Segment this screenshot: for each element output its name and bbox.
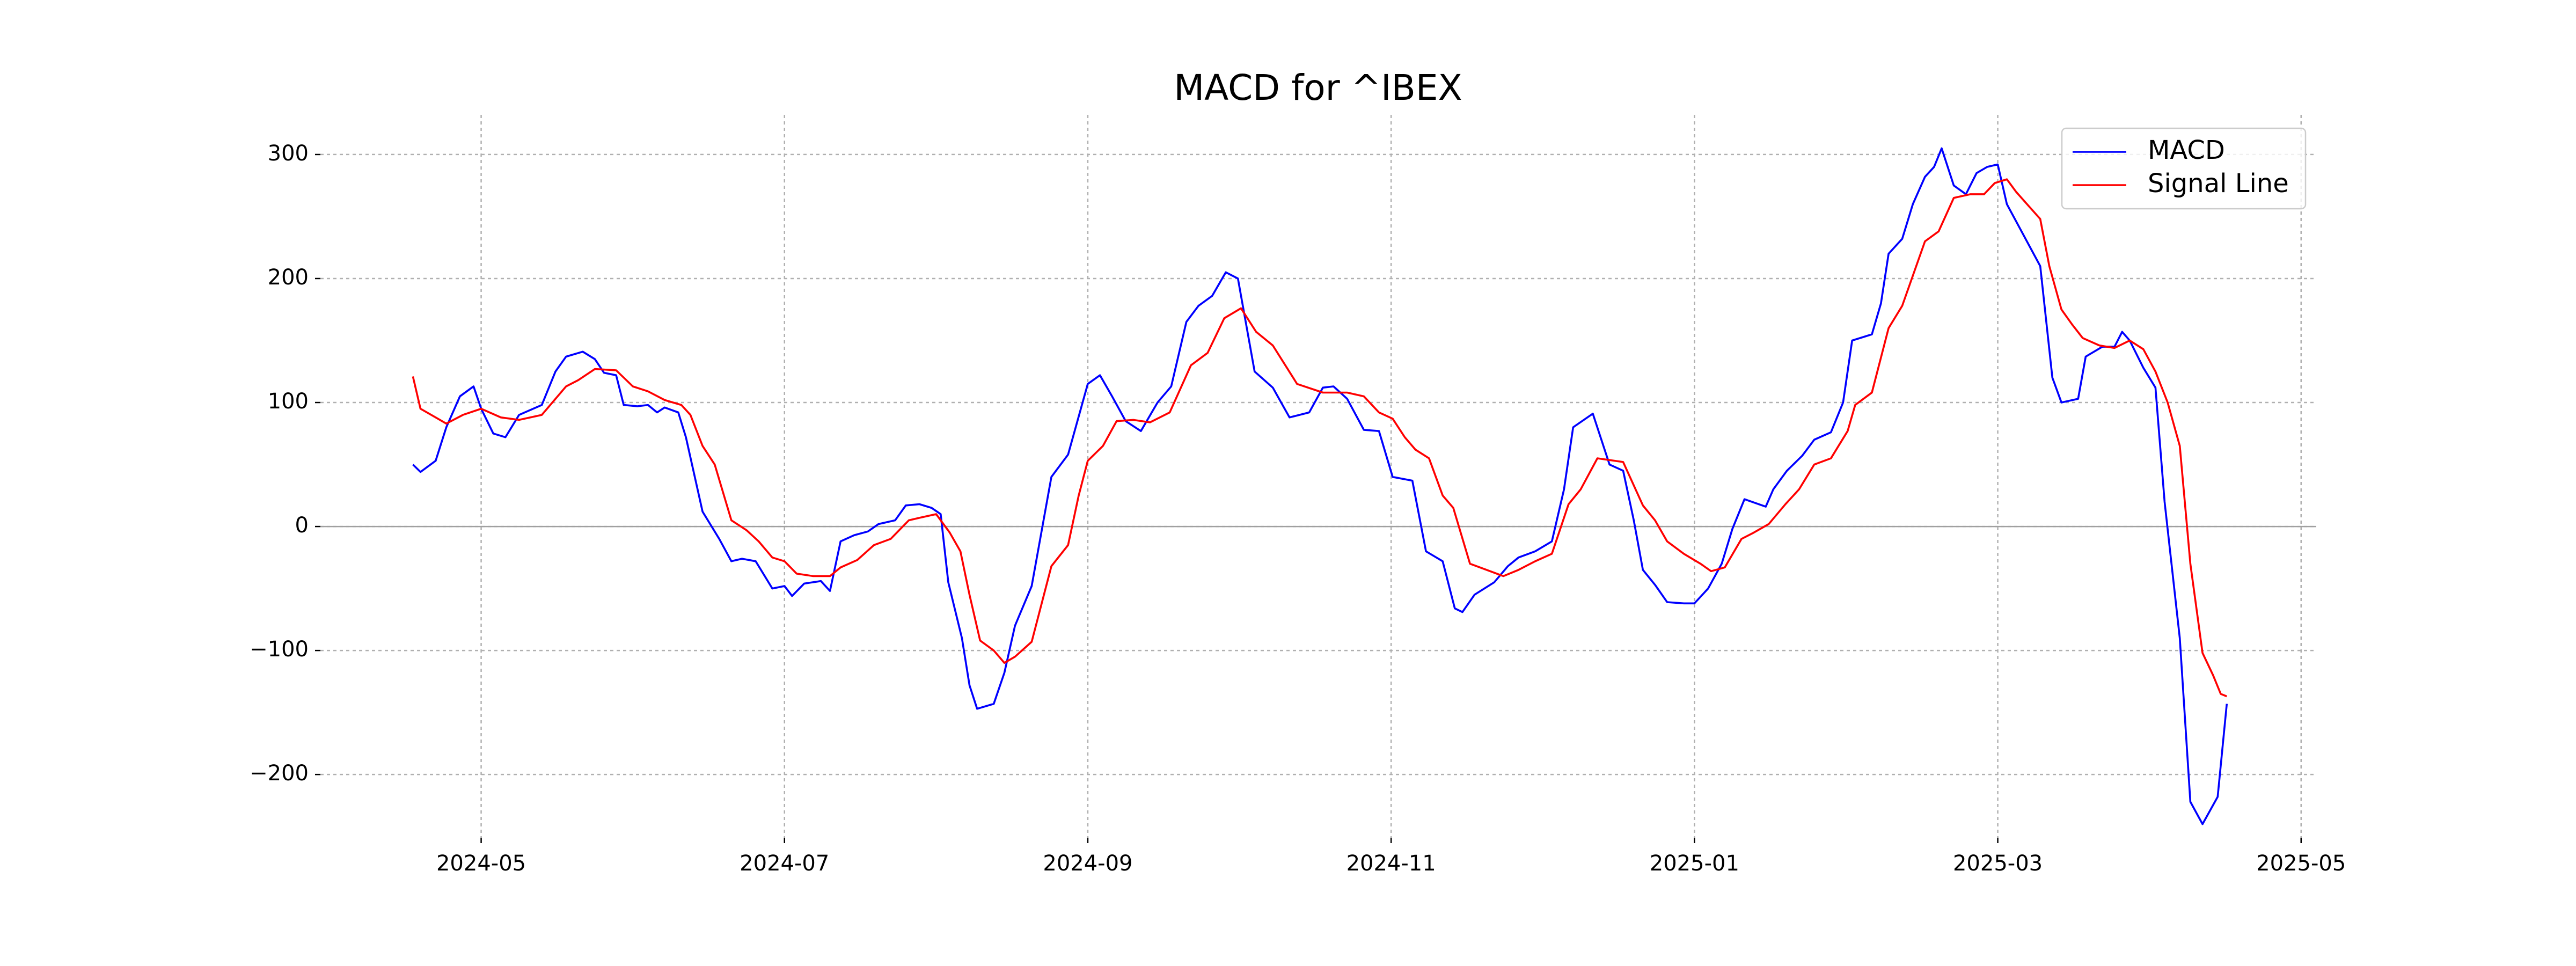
legend-box [2061, 127, 2307, 210]
y-tick-label: 200 [268, 265, 309, 290]
chart-title: MACD for ^IBEX [1174, 67, 1462, 108]
x-tick-label: 2024-09 [1043, 851, 1132, 876]
y-tick-label: 300 [268, 141, 309, 166]
x-tick-label: 2024-05 [436, 851, 526, 876]
series-line [412, 178, 2227, 698]
x-tick-label: 2024-11 [1346, 851, 1436, 876]
y-tick-label: 100 [268, 389, 309, 414]
y-tick-label: 0 [295, 513, 309, 538]
series-line [412, 147, 2228, 825]
legend: MACD Signal Line [2061, 127, 2307, 210]
y-tick-label: −200 [250, 761, 309, 786]
x-tick-label: 2025-01 [1650, 851, 1739, 876]
x-tick-label: 2025-03 [1953, 851, 2043, 876]
x-tick-label: 2024-07 [740, 851, 829, 876]
legend-label: MACD [2148, 135, 2225, 165]
x-tick-label: 2025-05 [2256, 851, 2346, 876]
y-tick-label: −100 [250, 637, 309, 662]
legend-label: Signal Line [2148, 169, 2289, 199]
